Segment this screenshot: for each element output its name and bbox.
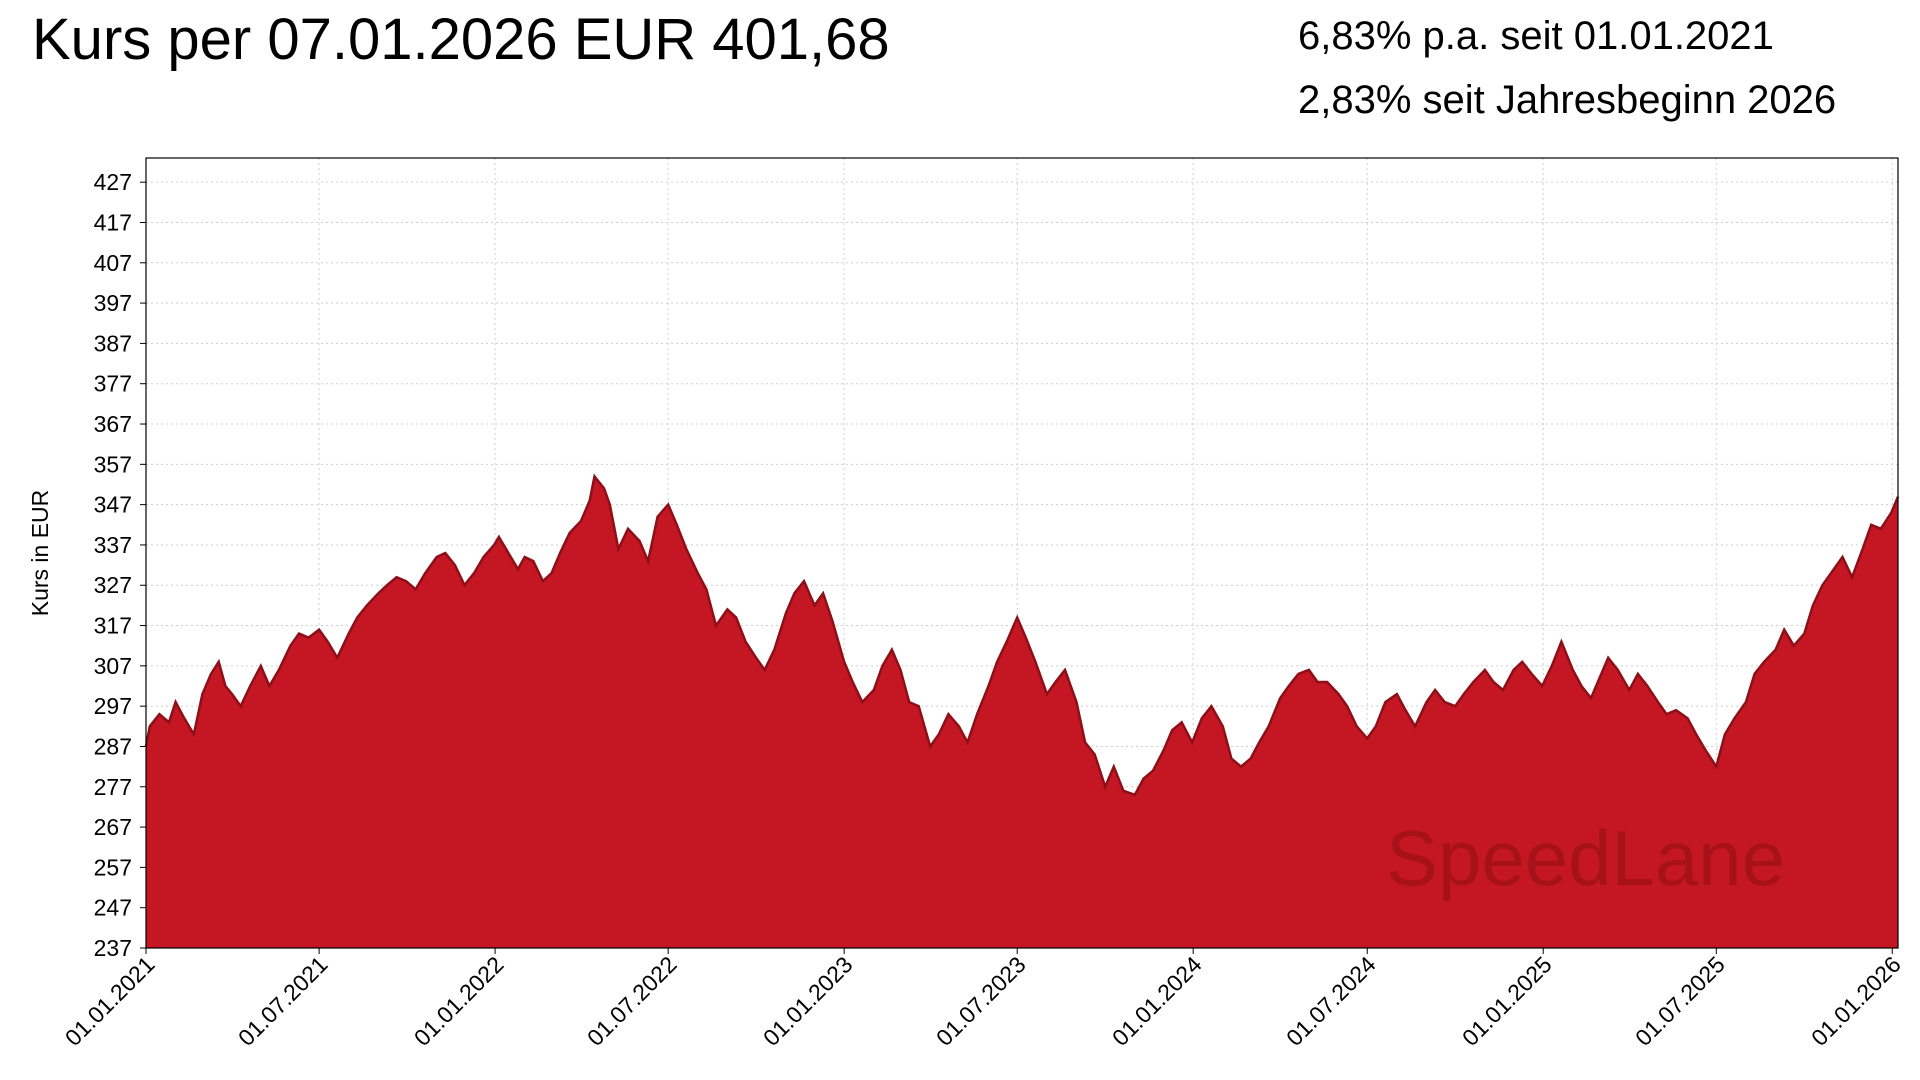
x-tick-label: 01.07.2024 (1281, 951, 1381, 1051)
x-axis: 01.01.2021 01.07.2021 01.01.2022 01.07.2022… (60, 948, 1906, 1051)
y-axis: 237 247 257 267 277 287 297 307 317 327 337 347 357 3… (94, 169, 146, 961)
y-tick-label: 237 (94, 935, 132, 961)
y-tick-label: 347 (94, 492, 132, 518)
y-tick-label: 287 (94, 733, 132, 759)
x-tick-label: 01.01.2026 (1806, 951, 1906, 1051)
y-tick-label: 317 (94, 613, 132, 639)
y-tick-label: 397 (94, 290, 132, 316)
y-tick-label: 307 (94, 653, 132, 679)
y-tick-label: 327 (94, 572, 132, 598)
y-tick-label: 247 (94, 895, 132, 921)
y-tick-label: 257 (94, 854, 132, 880)
plot-frame (145, 157, 1899, 949)
y-tick-label: 377 (94, 371, 132, 397)
x-tick-label: 01.01.2022 (409, 951, 509, 1051)
y-tick-label: 297 (94, 693, 132, 719)
watermark-logo: SpeedLane (1386, 814, 1785, 902)
y-tick-label: 277 (94, 774, 132, 800)
price-line (144, 473, 1900, 797)
x-tick-label: 01.01.2021 (60, 951, 160, 1051)
y-tick-label: 367 (94, 411, 132, 437)
annual-return-text: 6,83% p.a. seit 01.01.2021 (1298, 14, 1774, 58)
y-tick-label: 407 (94, 250, 132, 276)
y-tick-label: 337 (94, 532, 132, 558)
x-tick-label: 01.07.2021 (233, 951, 333, 1051)
price-area (146, 476, 1898, 948)
x-tick-label: 01.07.2022 (582, 951, 682, 1051)
y-tick-label: 357 (94, 451, 132, 477)
x-tick-label: 01.01.2024 (1107, 951, 1207, 1051)
x-tick-label: 01.07.2025 (1630, 951, 1730, 1051)
x-tick-label: 01.07.2023 (931, 951, 1031, 1051)
chart-title: Kurs per 07.01.2026 EUR 401,68 (32, 7, 890, 72)
x-tick-label: 01.01.2023 (758, 951, 858, 1051)
y-tick-label: 427 (94, 169, 132, 195)
y-axis-label: Kurs in EUR (27, 490, 53, 617)
x-tick-label: 01.01.2025 (1457, 951, 1557, 1051)
y-tick-label: 417 (94, 209, 132, 235)
y-tick-label: 387 (94, 330, 132, 356)
y-tick-label: 267 (94, 814, 132, 840)
ytd-return-text: 2,83% seit Jahresbeginn 2026 (1298, 78, 1837, 122)
